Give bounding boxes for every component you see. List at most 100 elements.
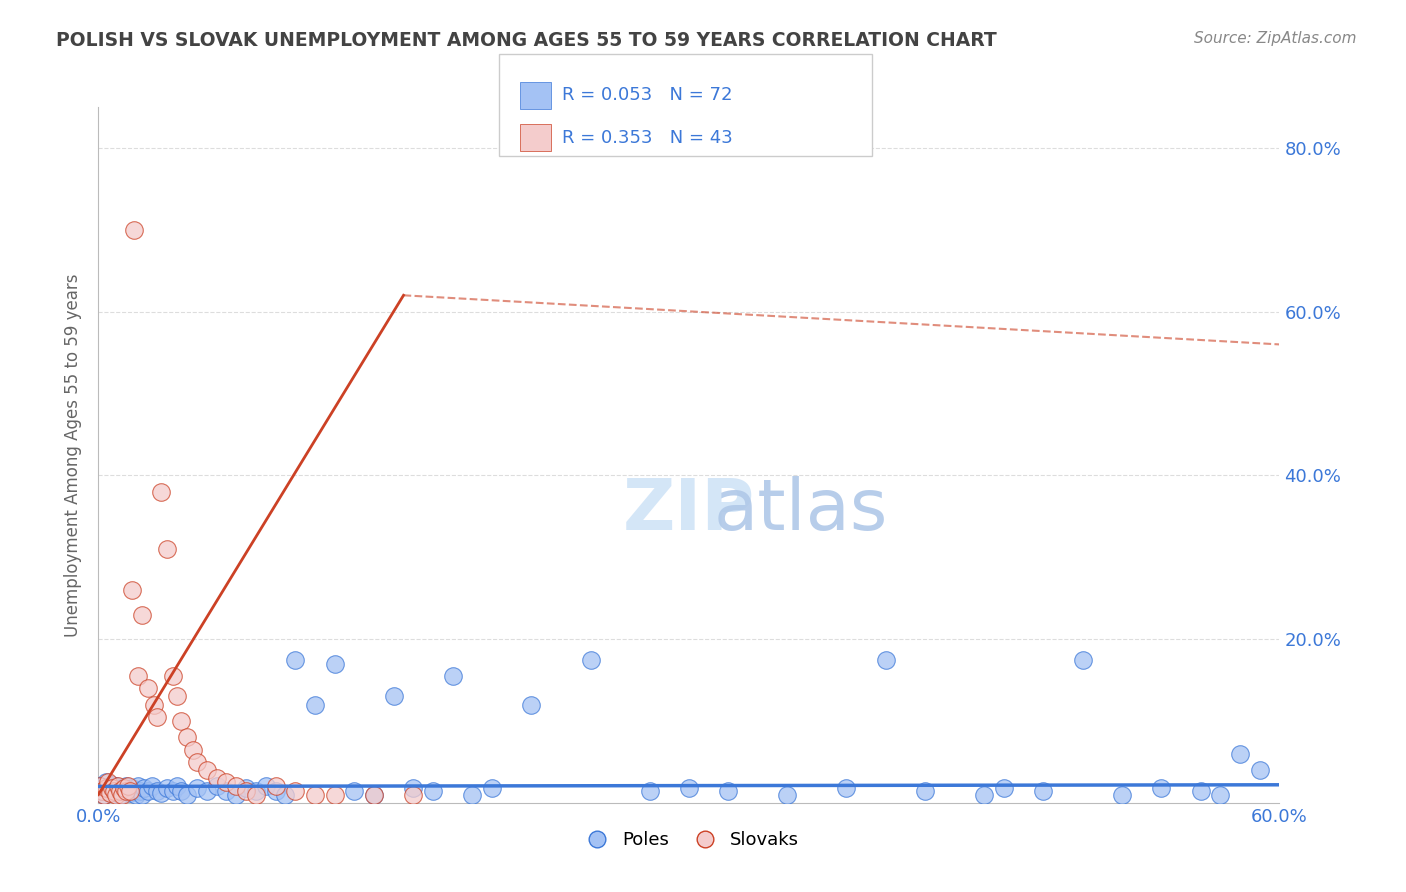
Point [105,780,128,794]
Point [121,780,143,795]
Point [245,788,267,802]
Point [215,775,238,789]
Point [112,784,135,798]
Point [579,652,602,666]
Point [97,780,120,795]
Point [150,484,173,499]
Point [89,780,111,794]
Point [162,669,184,683]
Point [107,783,129,797]
Point [441,669,464,683]
Point [993,780,1015,795]
Point [205,771,228,785]
Point [125,788,148,802]
Point [132,780,155,795]
Point [93,788,115,802]
Point [195,763,218,777]
Text: R = 0.353   N = 43: R = 0.353 N = 43 [562,128,733,146]
Point [170,783,193,797]
Point [91,783,114,797]
Point [108,783,131,797]
Point [1189,784,1212,798]
Point [118,783,141,797]
Point [245,784,267,798]
Point [127,669,149,683]
Point [118,786,141,800]
Point [150,786,173,800]
Point [186,780,208,795]
Point [131,607,153,622]
Text: Source: ZipAtlas.com: Source: ZipAtlas.com [1194,31,1357,46]
Point [1249,763,1271,777]
Point [235,783,257,797]
Point [973,788,995,802]
Point [186,755,208,769]
Point [97,775,120,789]
Point [166,690,188,704]
Point [111,780,134,795]
Point [103,782,125,797]
Point [264,783,287,797]
Point [108,788,131,802]
Text: ZIP: ZIP [623,476,755,545]
Point [93,788,115,802]
Point [520,698,543,712]
Point [136,681,159,696]
Point [195,784,218,798]
Point [136,784,159,798]
Point [131,788,153,802]
Point [382,690,405,704]
Point [96,780,118,795]
Point [98,786,121,800]
Point [402,788,425,802]
Point [176,731,198,745]
Point [323,657,346,671]
Point [461,788,484,802]
Point [98,786,121,800]
Point [121,582,143,597]
Point [914,784,936,798]
Point [678,780,700,795]
Point [363,788,385,802]
Point [103,783,125,797]
Point [128,783,150,797]
Point [1229,747,1251,761]
Y-axis label: Unemployment Among Ages 55 to 59 years: Unemployment Among Ages 55 to 59 years [63,273,82,637]
Point [422,784,444,798]
Point [96,775,118,789]
Text: R = 0.053   N = 72: R = 0.053 N = 72 [562,87,733,104]
Point [284,783,307,797]
Point [112,780,135,795]
Point [284,652,307,666]
Point [875,652,897,666]
Point [122,223,145,237]
Point [91,783,114,797]
Point [205,780,228,794]
Point [1071,652,1094,666]
Point [176,788,198,802]
Point [225,780,247,794]
Point [1032,784,1054,798]
Point [115,780,138,794]
Point [1209,788,1232,802]
Point [363,788,385,802]
Point [274,788,297,802]
Point [835,780,858,795]
Point [170,714,193,728]
Point [117,783,139,797]
Point [304,788,326,802]
Point [101,778,124,792]
Point [776,788,799,802]
Point [115,784,138,798]
Point [141,780,163,794]
Point [156,542,179,557]
Point [304,698,326,712]
Point [1111,788,1133,802]
Point [481,780,503,795]
Point [146,783,169,797]
Point [107,780,129,794]
Point [162,784,184,798]
Point [323,788,346,802]
Point [225,788,247,802]
Point [142,698,165,712]
